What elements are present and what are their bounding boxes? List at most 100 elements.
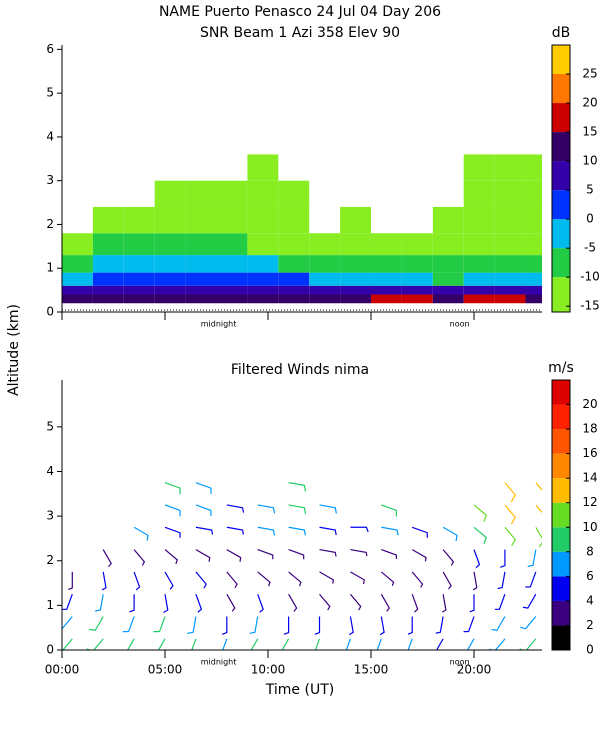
colorbar-tick-label: 18 — [582, 422, 597, 436]
wind-barb — [491, 616, 506, 632]
wind-barb — [187, 616, 197, 634]
wind-barb — [411, 571, 424, 588]
wind-barb — [226, 593, 236, 612]
annotation: midnight — [201, 320, 237, 329]
wind-barb — [314, 616, 321, 635]
annotation: midnight — [201, 658, 237, 667]
heat-cell — [216, 272, 248, 286]
heat-cell — [494, 154, 526, 181]
wind-barb — [504, 482, 516, 503]
wind-barb — [522, 593, 537, 609]
wind-barb — [473, 526, 487, 544]
wind-barb — [469, 594, 475, 613]
wind-barb — [442, 549, 455, 566]
colorbar-segment — [552, 248, 570, 278]
heat-cell — [278, 255, 310, 273]
wind-barb — [411, 549, 427, 562]
heat-cell — [525, 255, 542, 273]
colorbar-segment — [552, 551, 570, 577]
heat-cell — [216, 180, 248, 207]
wind-barb — [257, 526, 276, 536]
heat-cell — [401, 255, 433, 273]
wind-barb — [250, 638, 259, 650]
heat-cell — [525, 285, 542, 295]
y-tick-label: 1 — [46, 261, 54, 275]
wind-barb — [195, 549, 211, 562]
heat-cell — [185, 206, 217, 234]
heat-cell — [340, 233, 372, 256]
heat-cell — [371, 255, 402, 273]
heat-cell — [309, 285, 341, 295]
colorbar-segment — [552, 625, 570, 650]
x-axis-label: Time (UT) — [265, 682, 334, 698]
heat-cell — [340, 206, 372, 234]
wind-barb — [133, 549, 146, 566]
x-tick-label: 05:00 — [148, 663, 183, 677]
heat-cell — [247, 294, 279, 304]
colorbar-segment — [552, 527, 570, 552]
colorbar-segment — [552, 219, 570, 249]
wind-barb — [381, 526, 399, 536]
wind-barb — [442, 526, 458, 542]
colorbar-segment — [552, 429, 570, 454]
panel-title: Filtered Winds nima — [231, 362, 369, 378]
colorbar-tick-label: 12 — [582, 495, 597, 509]
heat-cell — [278, 206, 310, 234]
colorbar-tick-label: 10 — [582, 520, 597, 534]
heat-cell — [401, 285, 433, 295]
wind-barb — [319, 526, 337, 536]
wind-barb — [288, 593, 298, 612]
heat-cell — [371, 233, 402, 256]
wind-barb — [319, 504, 337, 514]
subtitle: SNR Beam 1 Azi 358 Elev 90 — [200, 25, 400, 41]
wind-barb — [153, 616, 166, 633]
wind-barb — [463, 616, 475, 633]
wind-barb — [288, 504, 307, 514]
colorbar-tick-label: 4 — [586, 593, 594, 607]
heat-cell — [92, 206, 124, 234]
heat-cell — [154, 294, 186, 304]
colorbar-frame — [551, 379, 571, 651]
colorbar-tick-label: 5 — [586, 183, 594, 197]
wind-barb — [195, 482, 212, 494]
heat-cell — [216, 285, 248, 295]
heat-cell — [340, 294, 372, 304]
wind-barb — [281, 638, 290, 650]
wind-barb — [319, 571, 335, 584]
heat-cell — [463, 206, 495, 234]
heat-cell — [463, 154, 495, 181]
wind-barb — [157, 638, 166, 650]
wind-barb — [68, 571, 73, 590]
wind-barb — [407, 638, 413, 650]
wind-barb — [257, 549, 274, 560]
wind-barb — [164, 526, 181, 538]
heat-cell — [185, 233, 217, 256]
heat-cell — [494, 255, 526, 273]
y-tick-label: 4 — [46, 464, 54, 478]
colorbar-tick-label: 8 — [586, 544, 594, 558]
wind-barb — [441, 594, 447, 613]
wind-barb — [350, 526, 369, 533]
wind-barb — [319, 593, 331, 611]
heat-cell — [463, 285, 495, 295]
wind-barb — [95, 594, 104, 612]
heat-cell — [62, 285, 93, 295]
wind-barb — [133, 571, 141, 591]
heat-cell — [247, 154, 279, 181]
colorbar-tick-label: -15 — [580, 299, 600, 313]
heat-cell — [463, 272, 495, 286]
heat-cell — [340, 285, 372, 295]
heat-cell — [309, 233, 341, 256]
wind-barb — [473, 549, 481, 569]
heat-cell — [247, 272, 279, 286]
colorbar-tick-label: -10 — [580, 270, 600, 284]
wind-barb — [257, 594, 264, 613]
colorbar-segment — [552, 277, 570, 312]
heat-cell — [154, 255, 186, 273]
title: NAME Puerto Penasco 24 Jul 04 Day 206 — [159, 4, 441, 20]
wind-barb — [283, 616, 290, 635]
wind-barb — [504, 504, 516, 525]
wind-barb — [435, 616, 444, 634]
colorbar-segment — [552, 45, 570, 75]
